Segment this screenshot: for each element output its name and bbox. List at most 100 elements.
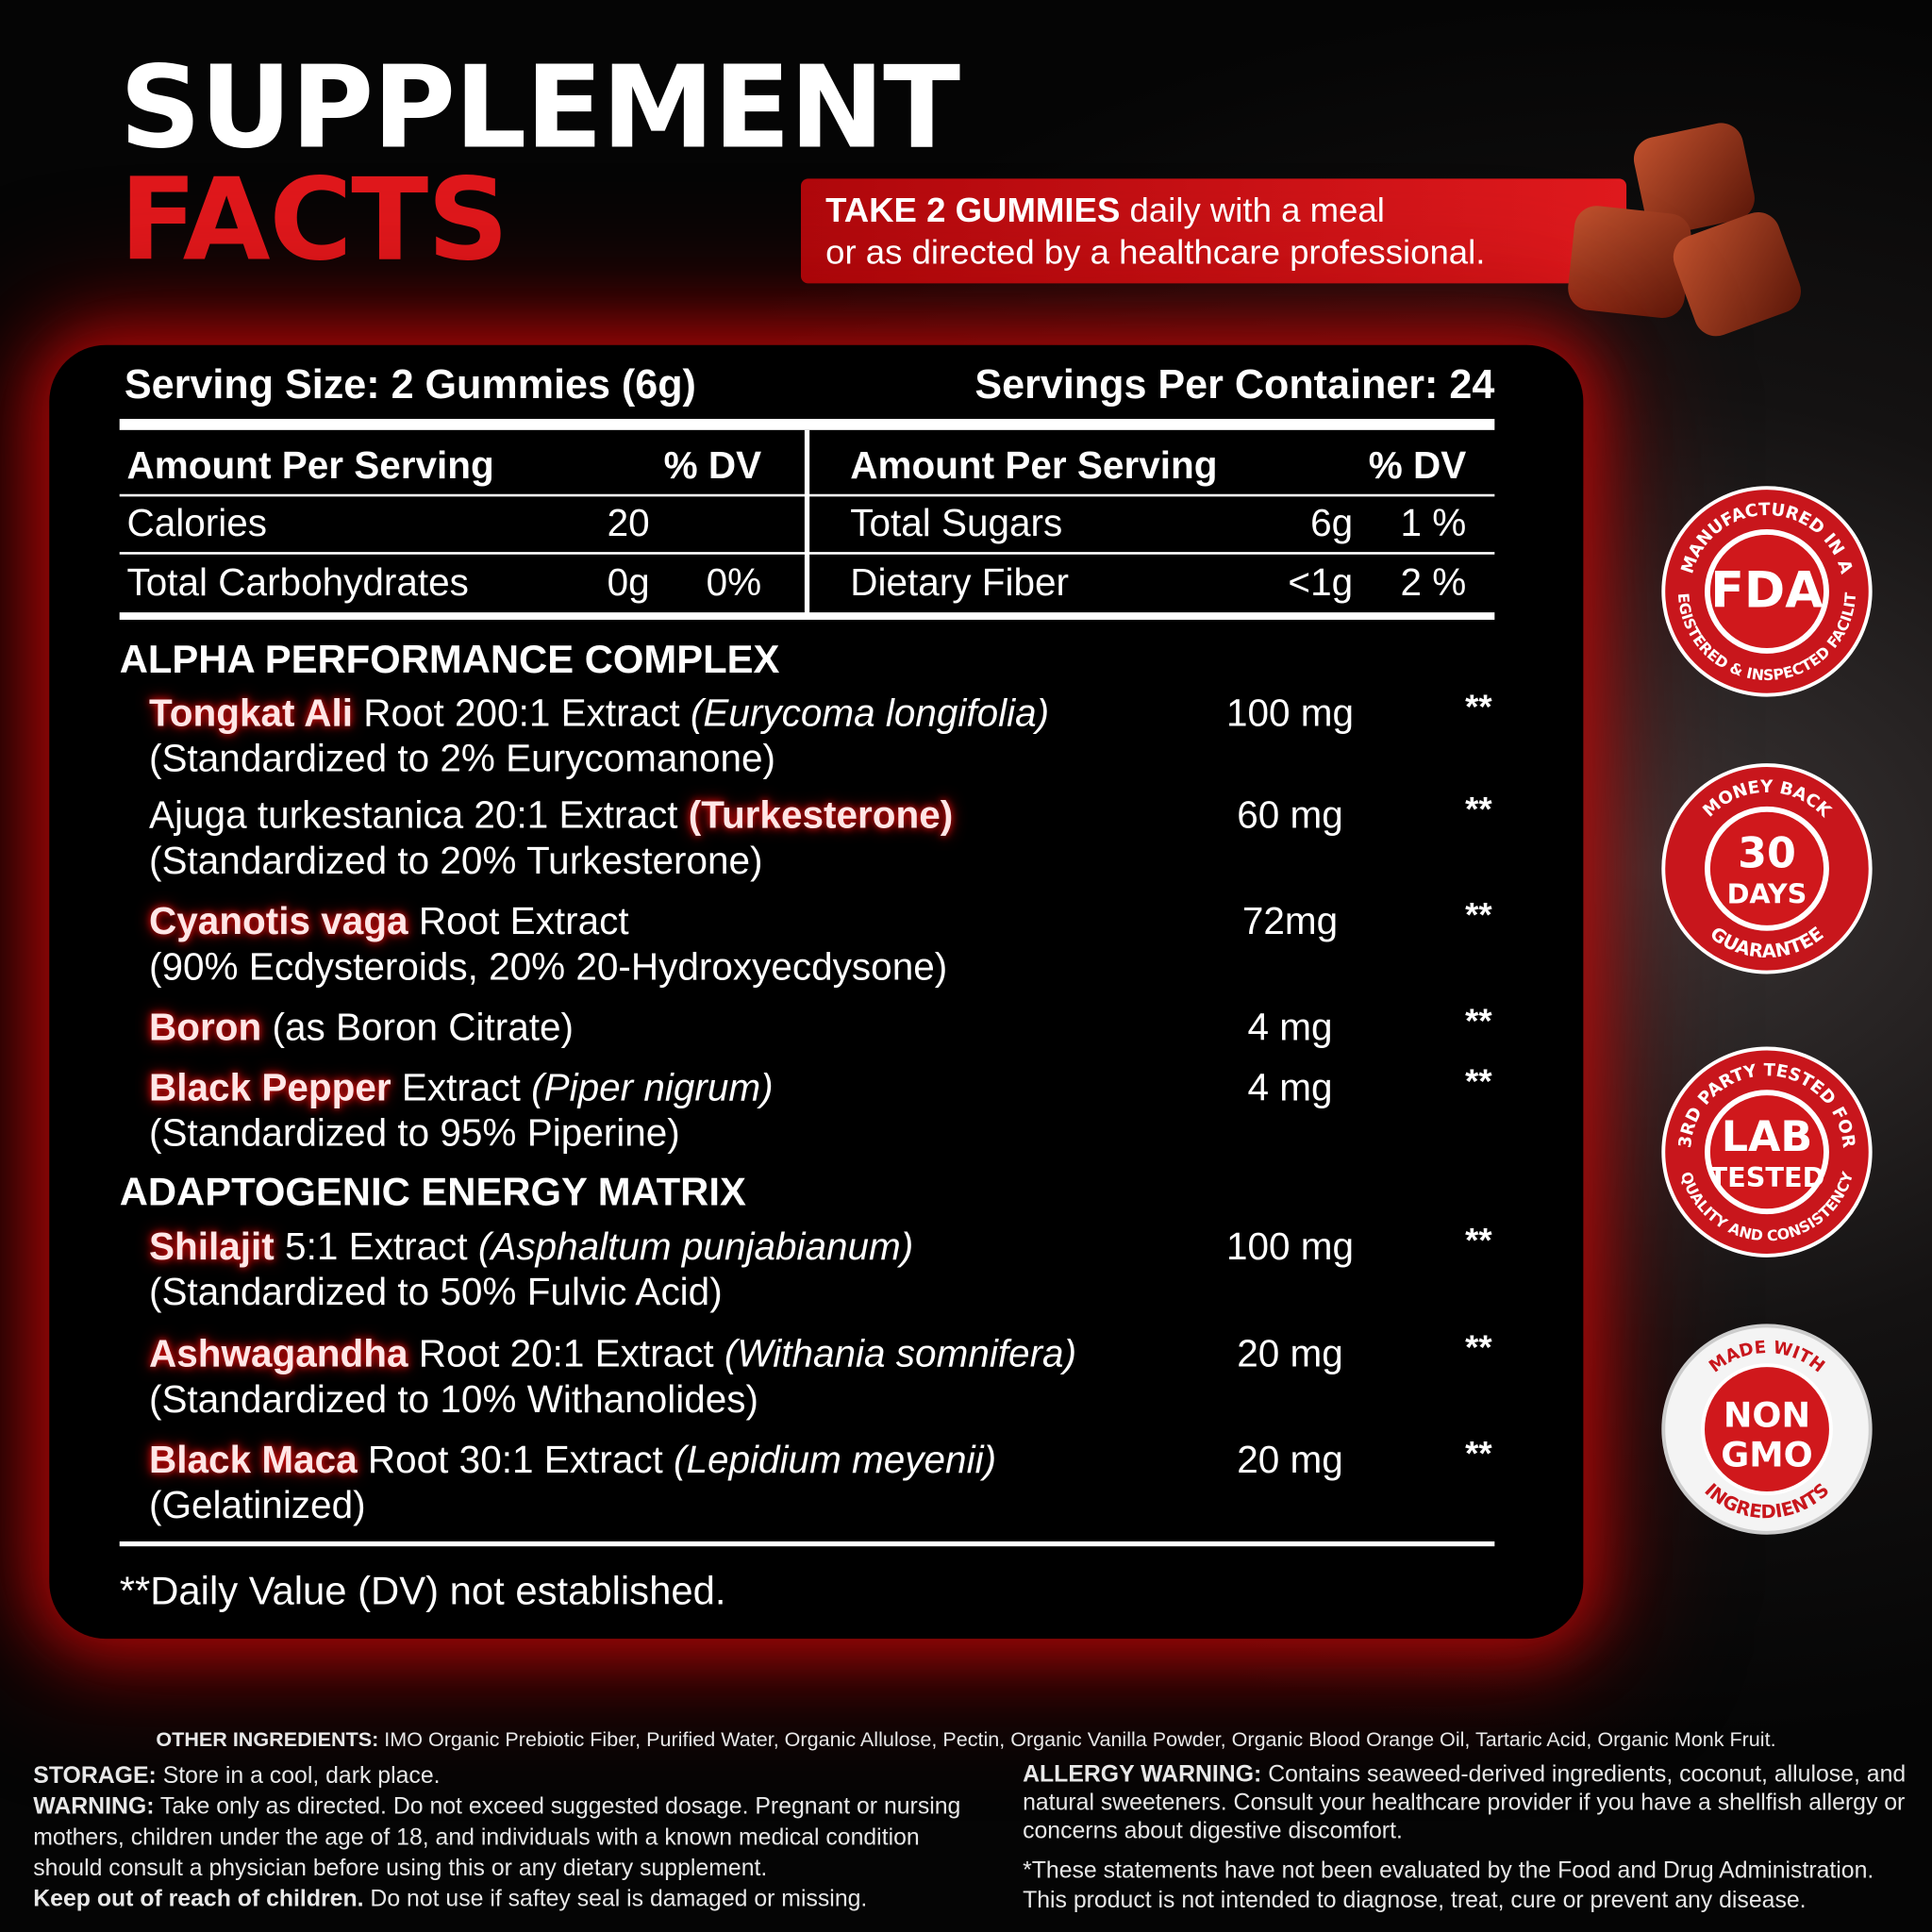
directions-banner [800, 178, 1627, 284]
allergy-text: Contains seaweed-derived ingredients, co… [1023, 1761, 1907, 1845]
badge-center: TESTED [1709, 1161, 1825, 1193]
ingredient-part: Ajuga turkestanica 20:1 Extract [149, 793, 678, 837]
divider [119, 612, 1495, 620]
ingredient-part: Boron [149, 1005, 262, 1049]
ingredient-part: Ashwagandha [149, 1331, 408, 1375]
ingredient-part: (Lepidium meyenii) [673, 1438, 997, 1481]
other-ingredients-text: IMO Organic Prebiotic Fiber, Purified Wa… [384, 1728, 1776, 1751]
nutrient-amount: <1g [1288, 560, 1354, 604]
badge-inner [1709, 811, 1824, 925]
directions-emphasis: TAKE 2 GUMMIES [825, 191, 1121, 229]
ingredient-part: 5:1 Extract [285, 1224, 468, 1268]
ingredient-amount: 4 mg [1247, 1065, 1333, 1109]
ingredient-dv: ** [1465, 895, 1492, 935]
nutrient-dv: 2 % [1400, 560, 1467, 604]
ingredient-line: Shilajit 5:1 Extract (Asphaltum punjabia… [149, 1224, 913, 1269]
ingredient-part: (Withania somnifera) [724, 1331, 1077, 1375]
storage-label: STORAGE: [33, 1763, 157, 1790]
ingredient-part: (Piper nigrum) [531, 1065, 774, 1109]
serving-size: Serving Size: 2 Gummies (6g) [124, 360, 696, 408]
ingredient-part: Tongkat Ali [149, 691, 353, 735]
ingredient-part: Shilajit [149, 1224, 275, 1268]
badge-center: 30 [1738, 830, 1796, 878]
ingredient-line: Ashwagandha Root 20:1 Extract (Withania … [149, 1332, 1076, 1376]
ingredient-dv: ** [1465, 1327, 1492, 1367]
nutrient-name: Calories [126, 501, 268, 545]
ingredient-part: Root 30:1 Extract [367, 1438, 663, 1481]
badge-center: GMO [1721, 1434, 1812, 1474]
ingredient-note: (Gelatinized) [149, 1483, 366, 1527]
nutrient-dv: 0% [706, 560, 762, 604]
footnote: **Daily Value (DV) not established. [119, 1568, 726, 1613]
warning: WARNING: Take only as directed. Do not e… [33, 1791, 970, 1884]
allergy-label: ALLERGY WARNING: [1023, 1761, 1262, 1789]
ingredient-note: (Standardized to 20% Turkesterone) [149, 839, 763, 883]
keep-out: Keep out of reach of children. Do not us… [33, 1884, 970, 1915]
ingredient-amount: 100 mg [1225, 1224, 1355, 1268]
ingredient-note: (Standardized to 95% Piperine) [149, 1111, 680, 1155]
badge-ring [1701, 1363, 1833, 1495]
blend-name: ADAPTOGENIC ENERGY MATRIX [119, 1169, 746, 1214]
badge-inner [1709, 534, 1824, 649]
ingredient-amount: 100 mg [1225, 691, 1355, 735]
keep-out-text: Do not use if saftey seal is damaged or … [370, 1886, 868, 1913]
storage-text: Store in a cool, dark place. [162, 1763, 441, 1790]
other-ingredients-label: OTHER INGREDIENTS: [156, 1728, 379, 1751]
badge-center: NON [1724, 1395, 1810, 1436]
disclaimer-line: *These statements have not been evaluate… [1023, 1857, 1874, 1885]
badge-center: LAB [1722, 1113, 1812, 1161]
ingredient-note: (Standardized to 10% Withanolides) [149, 1377, 758, 1421]
ingredient-part: Black Pepper [149, 1065, 391, 1109]
ingredient-line: Cyanotis vaga Root Extract [149, 899, 629, 943]
ingredient-amount: 60 mg [1237, 793, 1343, 837]
column-header: % DV [663, 443, 762, 487]
storage: STORAGE: Store in a cool, dark place. [33, 1760, 970, 1791]
ingredient-part: (Asphaltum punjabianum) [477, 1224, 914, 1268]
ingredient-part: (as Boron Citrate) [272, 1005, 575, 1049]
column-header: % DV [1368, 443, 1467, 487]
directions-line-1: TAKE 2 GUMMIES daily with a meal [825, 191, 1385, 230]
title-line-1: SUPPLEMENT [119, 42, 960, 175]
ingredient-note: (Standardized to 50% Fulvic Acid) [149, 1270, 723, 1314]
column-header: Amount Per Serving [850, 443, 1218, 487]
nutrient-dv: 1 % [1400, 501, 1467, 545]
keep-out-emphasis: Keep out of reach of children. [33, 1886, 364, 1913]
directions-text: daily with a meal [1129, 191, 1385, 229]
blend-name: ALPHA PERFORMANCE COMPLEX [119, 637, 780, 682]
ingredient-line: Ajuga turkestanica 20:1 Extract (Turkest… [149, 793, 953, 838]
column-header: Amount Per Serving [126, 443, 494, 487]
ingredient-dv: ** [1465, 1061, 1492, 1101]
ingredient-dv: ** [1465, 1001, 1492, 1041]
ingredient-amount: 20 mg [1237, 1331, 1343, 1375]
nutrient-amount: 20 [607, 501, 650, 545]
ingredient-part: Root 200:1 Extract [363, 691, 680, 735]
ingredient-amount: 20 mg [1237, 1438, 1343, 1481]
divider [119, 1541, 1495, 1547]
badge-center: FDA [1710, 563, 1824, 620]
storage-warning: STORAGE: Store in a cool, dark place. WAR… [33, 1760, 970, 1914]
ingredient-amount: 72mg [1241, 899, 1339, 943]
nutrient-amount: 6g [1310, 501, 1354, 545]
allergy-block: ALLERGY WARNING: Contains seaweed-derive… [1023, 1760, 1909, 1916]
facts-panel [49, 344, 1584, 1640]
warning-label: WARNING: [33, 1793, 155, 1821]
title-line-2: FACTS [119, 154, 509, 287]
gummies-illustration [1568, 123, 1802, 337]
disclaimer-line: This product is not intended to diagnose… [1023, 1887, 1807, 1914]
ingredient-part: Extract [401, 1065, 521, 1109]
allergy: ALLERGY WARNING: Contains seaweed-derive… [1023, 1760, 1909, 1845]
ingredient-dv: ** [1465, 1221, 1492, 1259]
ingredient-part: Root 20:1 Extract [418, 1331, 714, 1375]
divider [119, 419, 1495, 430]
nutrient-name: Total Carbohydrates [126, 560, 469, 604]
warning-text: Take only as directed. Do not exceed sug… [33, 1793, 961, 1882]
other-ingredients: OTHER INGREDIENTS: IMO Organic Prebiotic… [0, 1725, 1932, 1757]
badge: MANUFACTURED IN AREGISTERED & INSPECTED … [1656, 480, 1873, 697]
ingredient-dv: ** [1465, 687, 1492, 726]
nutrient-amount: 0g [607, 560, 650, 604]
badge-inner [1709, 1095, 1824, 1209]
